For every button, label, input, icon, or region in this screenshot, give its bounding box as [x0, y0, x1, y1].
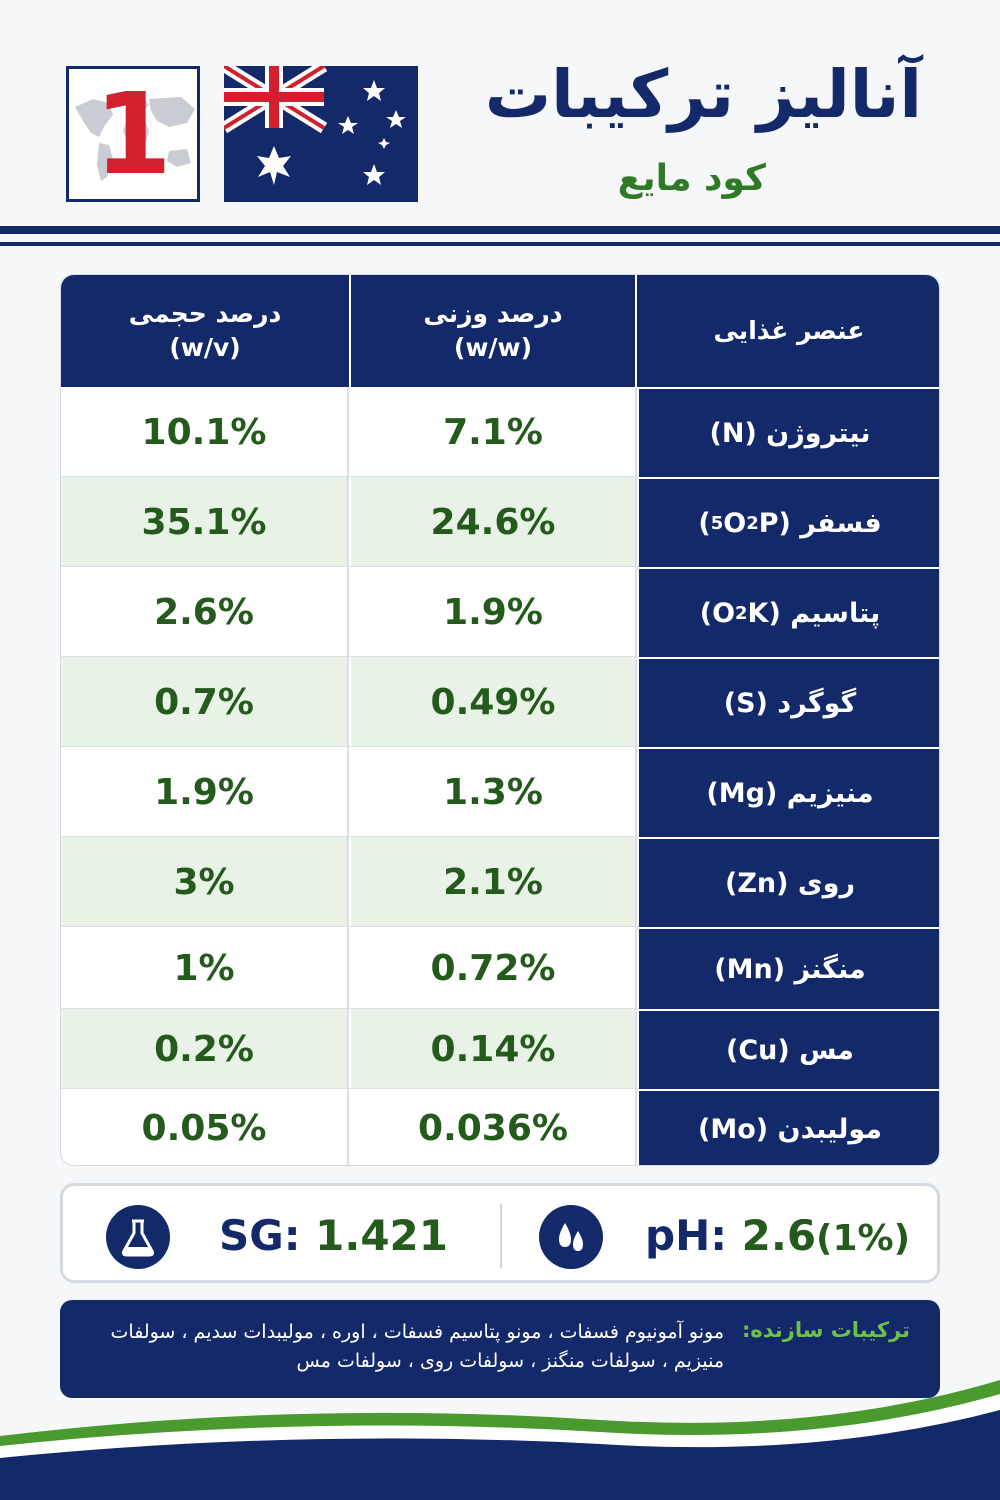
volume-value: 0.7%	[154, 681, 254, 723]
weight-value: 0.49%	[430, 681, 556, 723]
flask-icon	[106, 1205, 170, 1269]
weight-value: 24.6%	[430, 501, 556, 543]
table-row: 35.1% 24.6% فسفر (P 2 O 5)	[61, 477, 939, 567]
australia-flag-icon	[224, 66, 418, 202]
column-header-volume-unit: (w/v)	[169, 333, 241, 362]
element-name: مولیبدن (Mo)	[639, 1089, 939, 1165]
volume-value: 35.1%	[141, 501, 267, 543]
volume-value: 0.2%	[154, 1028, 254, 1070]
weight-value: 0.14%	[430, 1028, 556, 1070]
weight-value: 7.1%	[443, 411, 543, 453]
header-divider	[0, 226, 1000, 234]
ph-label: pH:	[645, 1211, 728, 1260]
element-name: پتاسیم (K 2 O)	[639, 567, 939, 657]
element-name: منگنز (Mn)	[639, 927, 939, 1009]
volume-value: 2.6%	[154, 591, 254, 633]
page-title: آنالیز ترکیبات	[484, 56, 922, 133]
table-row: 0.05% 0.036% مولیبدن (Mo)	[61, 1089, 939, 1165]
table-row: 0.2% 0.14% مس (Cu)	[61, 1009, 939, 1089]
ph-value: 2.6	[741, 1211, 817, 1260]
volume-value: 1%	[173, 947, 235, 989]
number-badge: 1	[66, 66, 200, 202]
element-name: منیزیم (Mg)	[639, 747, 939, 837]
sg-value: 1.421	[315, 1211, 449, 1260]
weight-value: 0.036%	[418, 1107, 568, 1149]
table-row: 10.1% 7.1% نیتروژن (N)	[61, 387, 939, 477]
properties-panel: SG: 1.421 pH: 2.6(1%)	[60, 1183, 940, 1283]
column-header-weight-label: درصد وزنی	[423, 299, 563, 328]
table-row: 3% 2.1% روی (Zn)	[61, 837, 939, 927]
world-map-icon	[75, 97, 195, 181]
volume-value: 10.1%	[141, 411, 267, 453]
sg-label: SG:	[219, 1211, 301, 1260]
element-name: فسفر (P 2 O 5)	[639, 477, 939, 567]
decorative-waves	[0, 1380, 1000, 1500]
column-header-weight: درصد وزنی (w/w)	[351, 275, 635, 387]
number-badge-digit: 1	[94, 70, 172, 200]
ph-note: (1%)	[816, 1218, 911, 1259]
specific-gravity: SG: 1.421	[219, 1210, 448, 1262]
properties-divider	[500, 1204, 502, 1268]
weight-value: 1.9%	[443, 591, 543, 633]
weight-value: 1.3%	[443, 771, 543, 813]
droplets-icon	[539, 1205, 603, 1269]
table-row: 1% 0.72% منگنز (Mn)	[61, 927, 939, 1009]
element-name: روی (Zn)	[639, 837, 939, 927]
ingredients-panel: ترکیبات سازنده: مونو آمونیوم فسفات ، مون…	[60, 1300, 940, 1398]
element-name: گوگرد (S)	[639, 657, 939, 747]
composition-table: درصد حجمی (w/v) درصد وزنی (w/w) عنصر غذا…	[60, 274, 940, 1166]
column-header-element: عنصر غذایی	[637, 275, 939, 387]
header-divider-thin	[0, 242, 1000, 246]
weight-value: 2.1%	[443, 861, 543, 903]
ingredients-text: مونو آمونیوم فسفات ، مونو پتاسیم فسفات ،…	[110, 1321, 724, 1372]
table-row: 0.7% 0.49% گوگرد (S)	[61, 657, 939, 747]
weight-value: 0.72%	[430, 947, 556, 989]
element-name: مس (Cu)	[639, 1009, 939, 1089]
ingredients-label: ترکیبات سازنده:	[741, 1318, 910, 1342]
column-header-weight-unit: (w/w)	[453, 333, 533, 362]
ph-value-group: pH: 2.6(1%)	[645, 1210, 910, 1265]
volume-value: 1.9%	[154, 771, 254, 813]
column-header-element-label: عنصر غذایی	[713, 316, 865, 345]
table-row: 2.6% 1.9% پتاسیم (K 2 O)	[61, 567, 939, 657]
volume-value: 0.05%	[141, 1107, 267, 1149]
column-header-volume-label: درصد حجمی	[128, 299, 282, 328]
table-row: 1.9% 1.3% منیزیم (Mg)	[61, 747, 939, 837]
volume-value: 3%	[173, 861, 235, 903]
element-name: نیتروژن (N)	[639, 387, 939, 477]
page-subtitle: کود مایع	[617, 158, 766, 199]
column-header-volume: درصد حجمی (w/v)	[61, 275, 349, 387]
